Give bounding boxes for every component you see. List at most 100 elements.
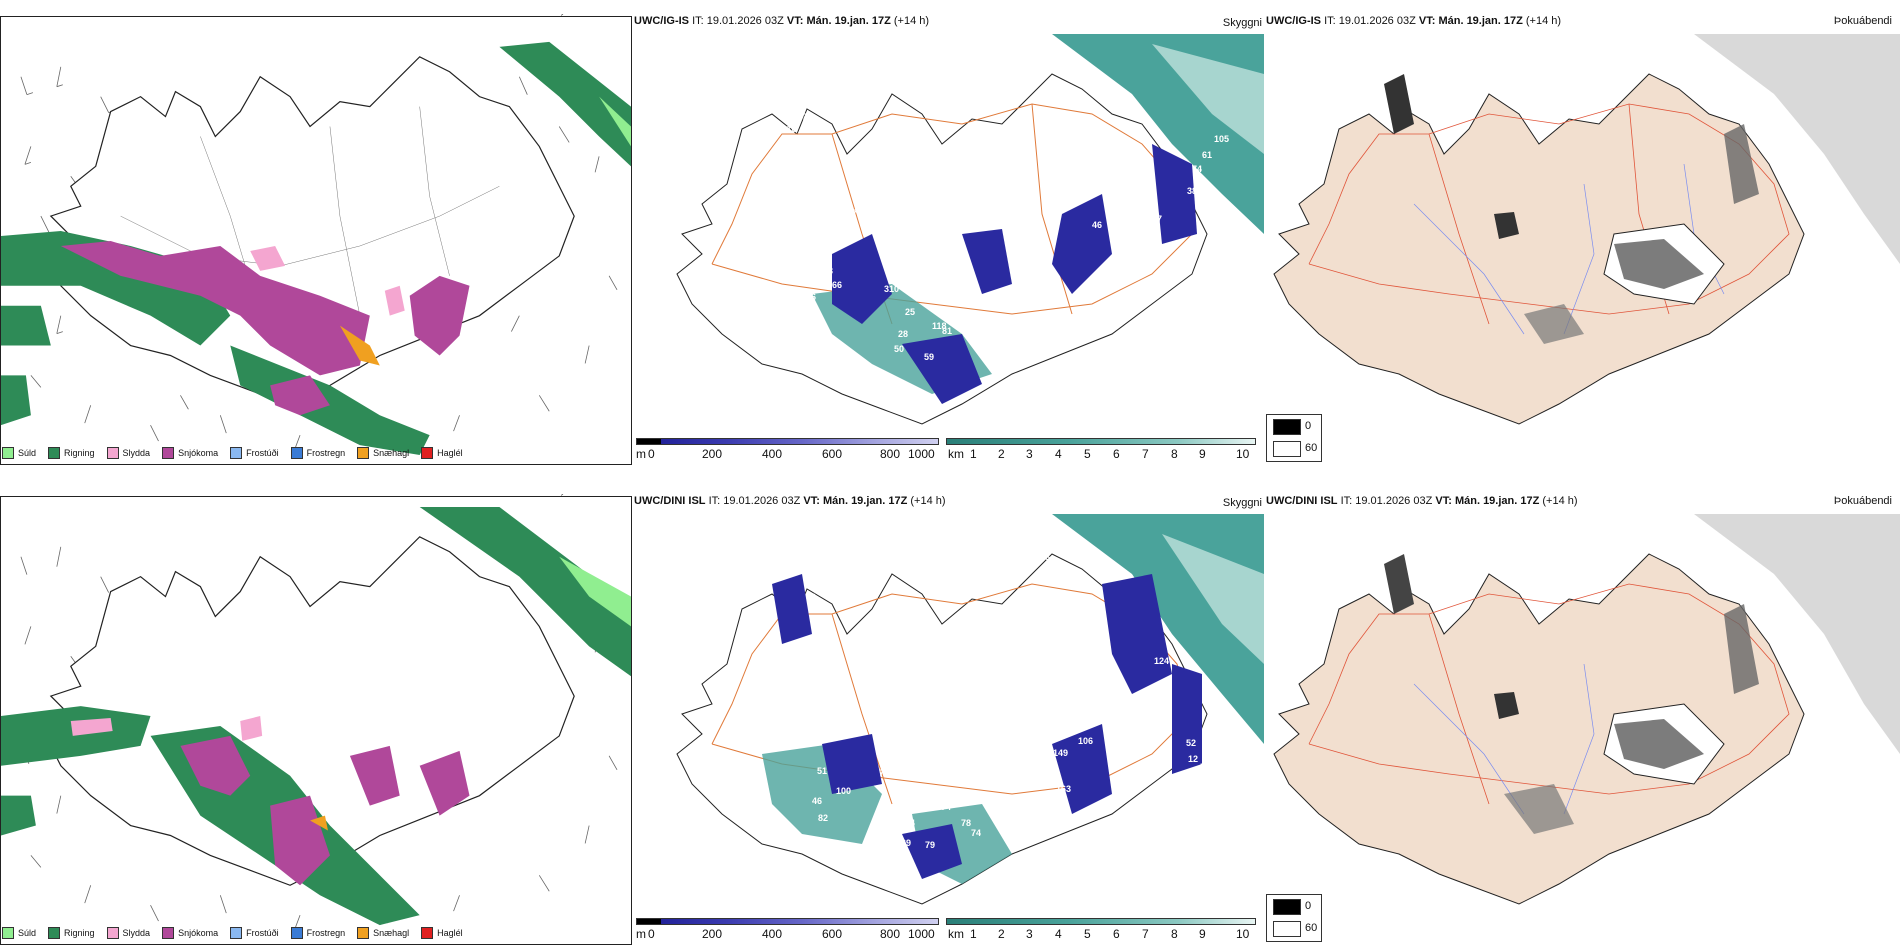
- legend-swatch: [162, 447, 175, 459]
- visibility-panel-bottom: UWC/DINI ISL IT: 19.01.2026 03Z VT: Mán.…: [632, 490, 1264, 945]
- visibility-value-label: 171: [1085, 280, 1100, 290]
- visibility-value-label: 81: [942, 326, 952, 336]
- visibility-value-label: 12: [1188, 754, 1198, 764]
- legend-swatch: [2, 927, 14, 939]
- visibility-value-label: 38: [1187, 186, 1197, 196]
- legend-item: Snjókoma: [162, 927, 218, 939]
- legend-swatch: [421, 447, 434, 459]
- visibility-value-label: 92: [1058, 572, 1068, 582]
- visibility-value-label: 50: [894, 344, 904, 354]
- fog-map: [1264, 514, 1900, 909]
- visibility-value-label: 57: [1200, 762, 1210, 772]
- visibility-value-label: 69: [901, 838, 911, 848]
- visibility-value-label: 112: [1047, 658, 1062, 668]
- precip-map: [0, 496, 632, 945]
- visibility-value-label: 59: [1034, 66, 1044, 76]
- visibility-value-label: 46: [812, 796, 822, 806]
- visibility-value-label: 74: [1192, 164, 1202, 174]
- legend-item: Rigning: [48, 447, 95, 459]
- colorbar-m-unit: m: [636, 927, 646, 941]
- precip-legend: Súld Rigning Slydda Snjókoma Frostúði Fr…: [2, 923, 630, 943]
- legend-swatch: [357, 927, 370, 939]
- visibility-value-label: 25: [905, 307, 915, 317]
- visibility-value-label: 52: [1186, 738, 1196, 748]
- visibility-colorbar: m 0 200 400 600 800 1000 km 1 2 3 4 5 6 …: [636, 438, 1256, 462]
- visibility-value-label: 70: [902, 727, 912, 737]
- visibility-value-label: 74: [941, 802, 951, 812]
- panel-header: UWC/DINI ISL IT: 19.01.2026 03Z VT: Mán.…: [634, 495, 1262, 509]
- visibility-value-label: 51: [804, 296, 814, 306]
- visibility-value-label: 103: [968, 222, 983, 232]
- visibility-value-label: 142: [772, 96, 787, 106]
- fog-legend-swatch-white: [1273, 921, 1301, 937]
- legend-item: Snjókoma: [162, 447, 218, 459]
- visibility-value-label: 98: [1057, 674, 1067, 684]
- colorbar-km: [946, 438, 1256, 445]
- colorbar-km-unit: km: [948, 447, 964, 461]
- visibility-value-label: 77: [879, 768, 889, 778]
- visibility-value-label: 79: [1046, 90, 1056, 100]
- visibility-value-label: 66: [832, 280, 842, 290]
- visibility-value-label: 63: [1040, 552, 1050, 562]
- legend-item: Frostregn: [290, 447, 345, 459]
- colorbar-km: [946, 918, 1256, 925]
- visibility-value-label: 51: [817, 766, 827, 776]
- legend-swatch: [48, 447, 61, 459]
- visibility-value-label: 137: [1010, 52, 1025, 62]
- legend-swatch: [421, 927, 434, 939]
- legend-swatch: [290, 927, 303, 939]
- visibility-value-label: 203: [694, 709, 709, 719]
- visibility-value-label: 118: [932, 321, 947, 331]
- visibility-value-label: 102: [1132, 252, 1147, 262]
- legend-item: Haglél: [421, 447, 463, 459]
- visibility-value-label: 63: [1190, 772, 1200, 782]
- visibility-map: 112 63 92 14 89 160 127 112 98 22 80 95 70 80 124 149 10…: [632, 514, 1264, 909]
- visibility-value-label: 53: [1092, 309, 1102, 319]
- visibility-map: 137 59 79 78 105 61 74 38 142 70 110 57 194 72 103 46 97…: [632, 34, 1264, 429]
- legend-swatch: [48, 927, 61, 939]
- visibility-value-label: 80: [934, 716, 944, 726]
- visibility-value-label: 22: [1057, 698, 1067, 708]
- visibility-value-label: 78: [961, 818, 971, 828]
- legend-item: Snæhagl: [357, 927, 409, 939]
- visibility-colorbar: m 0 200 400 600 800 1000 km 1 2 3 4 5 6 …: [636, 918, 1256, 942]
- panel-title: Þokuábendi: [1833, 495, 1892, 507]
- visibility-value-label: 80: [806, 592, 816, 602]
- legend-swatch: [2, 447, 14, 459]
- legend-swatch: [106, 927, 119, 939]
- visibility-value-label: 82: [818, 813, 828, 823]
- visibility-panel-top: UWC/IG-IS IT: 19.01.2026 03Z VT: Mán. 19…: [632, 10, 1264, 465]
- visibility-value-label: 72: [888, 216, 898, 226]
- visibility-value-label: 106: [1078, 736, 1093, 746]
- visibility-value-label: 28: [898, 329, 908, 339]
- colorbar-km-unit: km: [948, 927, 964, 941]
- legend-swatch: [162, 927, 175, 939]
- panel-header: UWC/IG-IS IT: 19.01.2026 03Z VT: Mán. 19…: [1266, 15, 1892, 27]
- colorbar-m: [636, 438, 939, 445]
- panel-title: Skyggni: [1222, 497, 1262, 509]
- fog-legend: 0 60: [1266, 414, 1322, 462]
- visibility-value-label: 200: [898, 804, 913, 814]
- visibility-value-label: 101: [962, 316, 977, 326]
- visibility-value-label: 74: [971, 828, 981, 838]
- visibility-value-label: 67: [957, 268, 967, 278]
- visibility-value-label: 31: [812, 311, 822, 321]
- fog-legend: 0 60: [1266, 894, 1322, 942]
- fog-panel-bottom: UWC/DINI ISL IT: 19.01.2026 03Z VT: Mán.…: [1264, 490, 1900, 945]
- visibility-value-label: 78: [1052, 126, 1062, 136]
- legend-item: Snæhagl: [357, 447, 409, 459]
- precip-panel-top: UWC/IG-IS IT: 19.01.2026 03Z VT: Mán. 19…: [0, 10, 632, 465]
- visibility-value-label: 164: [900, 818, 915, 828]
- visibility-value-label: 46: [1092, 220, 1102, 230]
- visibility-value-label: 124: [1154, 656, 1169, 666]
- visibility-value-label: 127: [1037, 642, 1052, 652]
- visibility-value-label: 203: [818, 266, 833, 276]
- panel-title: Þokuábendi: [1833, 15, 1892, 27]
- visibility-value-label: 105: [1214, 134, 1229, 144]
- legend-swatch: [290, 447, 303, 459]
- visibility-value-label: 59: [924, 352, 934, 362]
- legend-item: Slydda: [106, 447, 150, 459]
- fog-legend-swatch-black: [1273, 899, 1301, 915]
- visibility-value-label: 310: [884, 284, 899, 294]
- visibility-value-label: 86: [806, 292, 816, 302]
